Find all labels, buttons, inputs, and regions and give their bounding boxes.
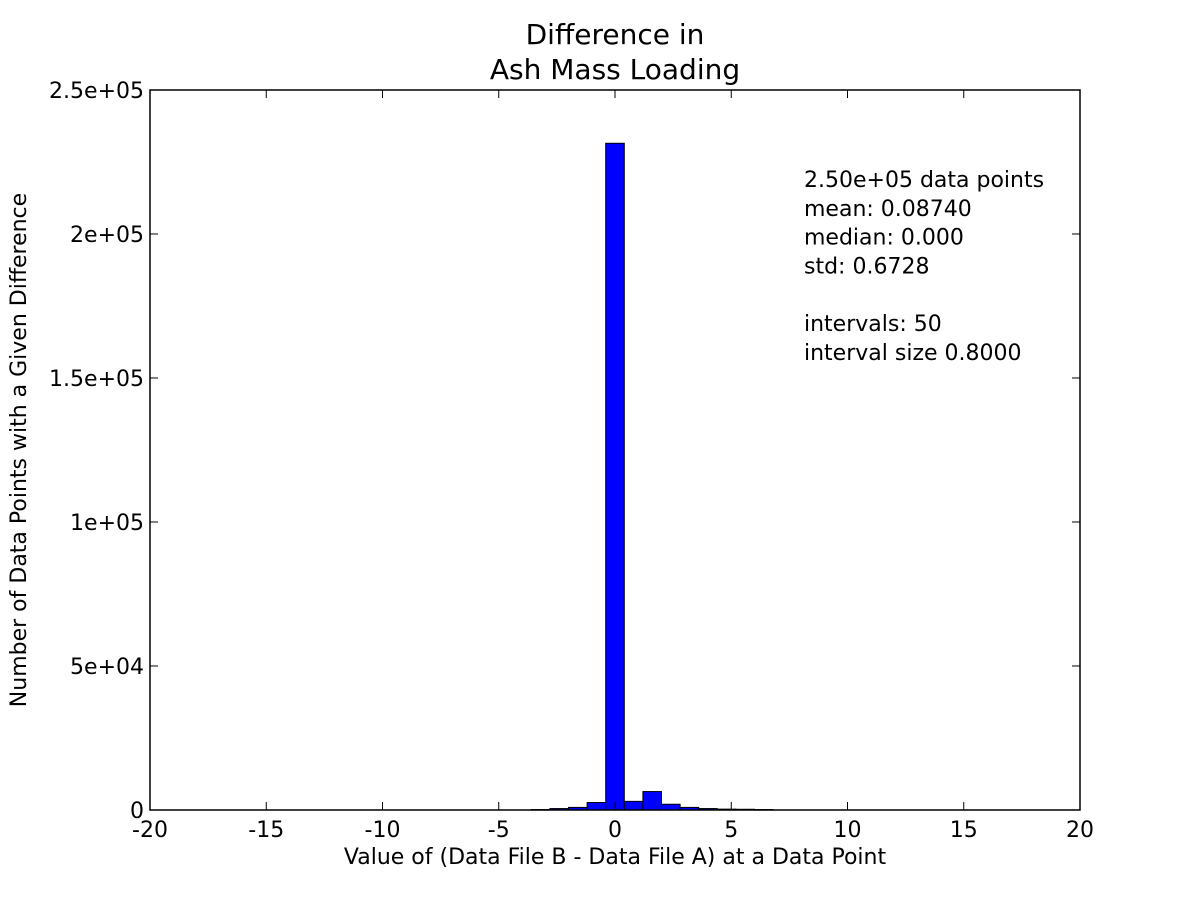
y-tick-label: 1.5e+05 <box>49 367 144 392</box>
x-tick-label: 5 <box>724 818 738 843</box>
x-tick-label: -20 <box>132 818 168 843</box>
x-axis-label: Value of (Data File B - Data File A) at … <box>344 845 887 870</box>
chart-title-line-1: Difference in <box>526 18 705 51</box>
y-axis-label: Number of Data Points with a Given Diffe… <box>7 193 32 707</box>
chart-title-line-2: Ash Mass Loading <box>490 53 740 86</box>
histogram-bar <box>642 791 663 811</box>
x-tick-label: 10 <box>834 818 862 843</box>
y-tick-label: 5e+04 <box>70 655 144 680</box>
x-tick-label: -10 <box>365 818 401 843</box>
x-tick-label: -5 <box>488 818 510 843</box>
plot-frame <box>149 89 1081 811</box>
x-tick-label: 20 <box>1066 818 1094 843</box>
statistics-annotation: 2.50e+05 data points mean: 0.08740 median:… <box>804 168 1044 366</box>
histogram-bar <box>605 142 625 811</box>
x-tick-label: 0 <box>608 818 622 843</box>
stats-line: median: 0.000 <box>804 226 964 251</box>
histogram-bar <box>661 803 681 811</box>
stats-line: interval size 0.8000 <box>804 341 1022 366</box>
histogram-bars <box>530 142 774 811</box>
histogram-bar <box>623 800 644 811</box>
y-tick-label: 2e+05 <box>70 223 144 248</box>
x-tick-label: 15 <box>950 818 978 843</box>
stats-line: intervals: 50 <box>804 312 942 337</box>
y-tick-label: 1e+05 <box>70 511 144 536</box>
x-tick-label: -15 <box>248 818 284 843</box>
y-tick-label: 2.5e+05 <box>49 79 144 104</box>
stats-line: 2.50e+05 data points <box>804 168 1044 193</box>
stats-line: std: 0.6728 <box>804 254 929 279</box>
tick-labels: -20 -15 -10 -5 0 5 10 15 20 0 5e+04 1e+05 1.5e+05 2e+… <box>49 79 1094 843</box>
stats-line: mean: 0.08740 <box>804 197 972 222</box>
histogram-bar <box>586 802 607 811</box>
y-tick-label: 0 <box>130 799 144 824</box>
